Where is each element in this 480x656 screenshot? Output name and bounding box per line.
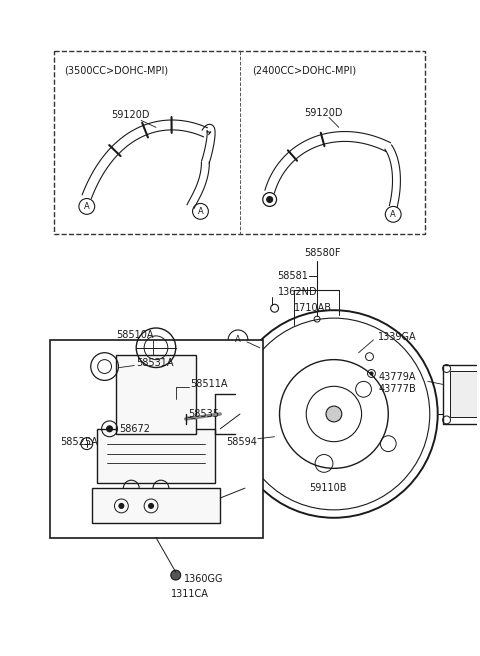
Text: A: A: [235, 335, 241, 344]
Text: 58580F: 58580F: [304, 248, 341, 258]
Circle shape: [267, 197, 273, 203]
Bar: [50, 340, 263, 537]
Text: 58672: 58672: [120, 424, 150, 434]
Text: 58531A: 58531A: [136, 358, 174, 367]
Text: 58510A: 58510A: [117, 330, 154, 340]
Bar: [117, 355, 195, 434]
Text: 1710AB: 1710AB: [294, 303, 332, 313]
Text: 58511A: 58511A: [191, 379, 228, 390]
Text: 59110B: 59110B: [309, 483, 347, 493]
Circle shape: [149, 503, 154, 508]
Bar: [54, 51, 425, 234]
Bar: [92, 488, 220, 523]
Circle shape: [370, 372, 373, 375]
Text: (2400CC>DOHC-MPI): (2400CC>DOHC-MPI): [252, 65, 356, 75]
Circle shape: [107, 426, 112, 432]
Text: 1339GA: 1339GA: [378, 332, 417, 342]
Text: 58594: 58594: [226, 437, 257, 447]
Text: 58581: 58581: [277, 271, 309, 281]
Text: A: A: [84, 202, 90, 211]
Text: A: A: [198, 207, 204, 216]
Text: A: A: [390, 210, 396, 219]
Text: 43779A: 43779A: [378, 373, 416, 382]
Bar: [443, 365, 480, 424]
Text: 1362ND: 1362ND: [277, 287, 317, 297]
Circle shape: [326, 406, 342, 422]
Text: 58535: 58535: [189, 409, 220, 419]
Bar: [450, 371, 480, 417]
Text: 59120D: 59120D: [111, 110, 150, 121]
Circle shape: [171, 570, 180, 580]
Circle shape: [119, 503, 124, 508]
Text: (3500CC>DOHC-MPI): (3500CC>DOHC-MPI): [64, 65, 168, 75]
Text: 1311CA: 1311CA: [171, 589, 209, 599]
Text: 59120D: 59120D: [304, 108, 343, 117]
Text: 43777B: 43777B: [378, 384, 416, 394]
Text: 58525A: 58525A: [60, 437, 98, 447]
Text: 1360GG: 1360GG: [184, 574, 223, 584]
Bar: [96, 429, 216, 483]
